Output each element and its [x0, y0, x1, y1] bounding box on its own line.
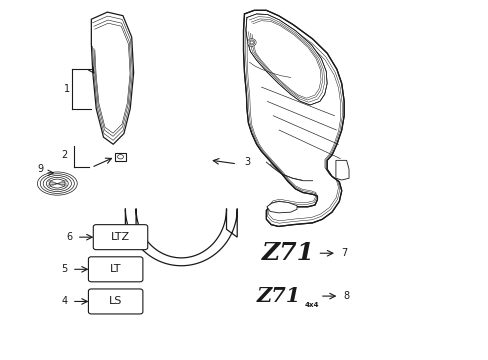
Text: 4: 4: [61, 296, 67, 306]
Ellipse shape: [248, 40, 254, 45]
Ellipse shape: [249, 41, 253, 44]
Text: 7: 7: [340, 248, 346, 258]
Text: 2: 2: [61, 150, 67, 160]
Ellipse shape: [117, 154, 123, 159]
Text: Z71: Z71: [261, 241, 314, 265]
Ellipse shape: [37, 172, 77, 195]
Text: 1: 1: [64, 84, 70, 94]
Text: 8: 8: [343, 291, 349, 301]
FancyBboxPatch shape: [93, 225, 147, 249]
Ellipse shape: [40, 174, 74, 193]
Text: 4x4: 4x4: [304, 302, 318, 308]
Text: Z71: Z71: [256, 286, 300, 306]
FancyBboxPatch shape: [115, 153, 125, 161]
Text: LS: LS: [109, 296, 122, 306]
Polygon shape: [335, 160, 348, 180]
Ellipse shape: [43, 176, 71, 192]
Ellipse shape: [49, 179, 65, 188]
Text: LTZ: LTZ: [111, 232, 130, 242]
FancyBboxPatch shape: [88, 257, 142, 282]
Text: 6: 6: [66, 232, 72, 242]
Text: 9: 9: [37, 164, 43, 174]
Polygon shape: [125, 208, 237, 266]
Polygon shape: [243, 10, 344, 226]
Ellipse shape: [46, 177, 68, 190]
Text: 3: 3: [244, 157, 249, 167]
Polygon shape: [91, 12, 133, 144]
Text: LT: LT: [110, 264, 121, 274]
Polygon shape: [245, 14, 326, 105]
Polygon shape: [266, 202, 296, 213]
FancyBboxPatch shape: [88, 289, 142, 314]
Text: 5: 5: [61, 264, 67, 274]
Ellipse shape: [247, 39, 256, 46]
